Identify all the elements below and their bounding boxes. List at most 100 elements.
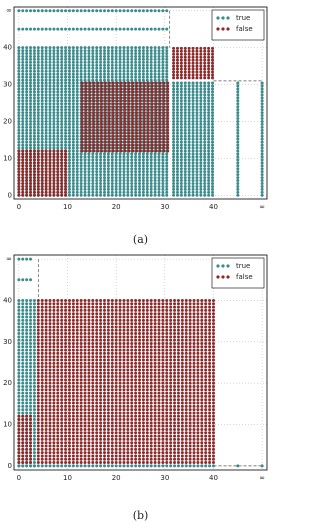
dot: [106, 394, 110, 398]
dot: [92, 131, 96, 135]
dot: [122, 404, 126, 408]
dot: [154, 93, 158, 97]
dot: [141, 27, 145, 31]
dot: [158, 84, 162, 88]
dot: [199, 125, 203, 129]
dot: [203, 114, 207, 118]
dot: [29, 122, 33, 126]
dot: [187, 161, 191, 165]
dot: [131, 114, 135, 118]
dot: [71, 146, 75, 150]
dot: [64, 81, 68, 85]
dot: [107, 99, 111, 103]
dot: [67, 355, 71, 359]
dot: [96, 96, 100, 100]
dot: [122, 345, 126, 349]
dot: [48, 398, 52, 402]
dot: [64, 179, 68, 183]
dot: [67, 298, 71, 302]
dot: [154, 146, 158, 150]
dot: [44, 325, 48, 329]
dot: [183, 81, 187, 85]
dot: [56, 447, 60, 451]
dot: [107, 143, 111, 147]
dot: [95, 355, 99, 359]
dot: [191, 49, 195, 53]
dot: [32, 411, 36, 415]
dot: [138, 46, 142, 50]
dot: [29, 99, 33, 103]
dot: [87, 179, 91, 183]
dot: [166, 146, 170, 150]
dot: [122, 381, 126, 385]
dot: [79, 158, 83, 162]
dot: [172, 99, 176, 103]
dot: [79, 408, 83, 412]
dot: [21, 170, 25, 174]
dot: [207, 161, 211, 165]
dot: [102, 27, 106, 31]
dot: [17, 75, 21, 79]
dot: [40, 381, 44, 385]
dot: [203, 152, 207, 156]
dot: [187, 99, 191, 103]
dot: [118, 421, 122, 425]
dot: [56, 152, 60, 156]
dot: [52, 187, 56, 191]
dot: [91, 66, 95, 70]
dot: [75, 149, 79, 153]
dot: [211, 128, 215, 132]
dot: [36, 99, 40, 103]
dot: [40, 322, 44, 326]
dot: [142, 117, 146, 121]
dot: [166, 81, 170, 85]
dot: [32, 72, 36, 76]
dot: [135, 149, 139, 153]
dot: [99, 152, 103, 156]
x-tick-label: 20: [112, 474, 121, 482]
dot: [179, 149, 183, 153]
dot: [102, 60, 106, 64]
dot: [56, 427, 60, 431]
dot: [40, 96, 44, 100]
dot: [29, 348, 33, 352]
dot: [36, 305, 40, 309]
dot: [207, 164, 211, 168]
dot: [64, 341, 68, 345]
dot: [56, 84, 60, 88]
dot: [118, 152, 122, 156]
dot: [127, 99, 131, 103]
dot: [191, 173, 195, 177]
dot: [111, 122, 115, 126]
dot: [183, 84, 187, 88]
dot: [123, 111, 127, 115]
dot: [122, 325, 126, 329]
dot: [131, 102, 135, 106]
dot: [172, 167, 176, 171]
dot: [122, 411, 126, 415]
dot: [126, 451, 130, 455]
dot: [88, 149, 92, 153]
dot: [32, 164, 36, 168]
dot: [48, 298, 52, 302]
dot: [17, 99, 21, 103]
dot: [71, 332, 75, 336]
dot: [96, 149, 100, 153]
dot: [131, 146, 135, 150]
dot: [21, 90, 25, 94]
dot: [103, 99, 107, 103]
dot: [36, 49, 40, 53]
dot: [67, 348, 71, 352]
dot: [48, 365, 52, 369]
dot: [44, 305, 48, 309]
dot: [36, 184, 40, 188]
dot: [52, 167, 56, 171]
dot: [83, 179, 87, 183]
dot: [32, 388, 36, 392]
dot: [134, 78, 138, 82]
dot: [88, 105, 92, 109]
dot: [83, 63, 87, 67]
dot: [203, 96, 207, 100]
dot: [56, 75, 60, 79]
dot: [87, 408, 91, 412]
